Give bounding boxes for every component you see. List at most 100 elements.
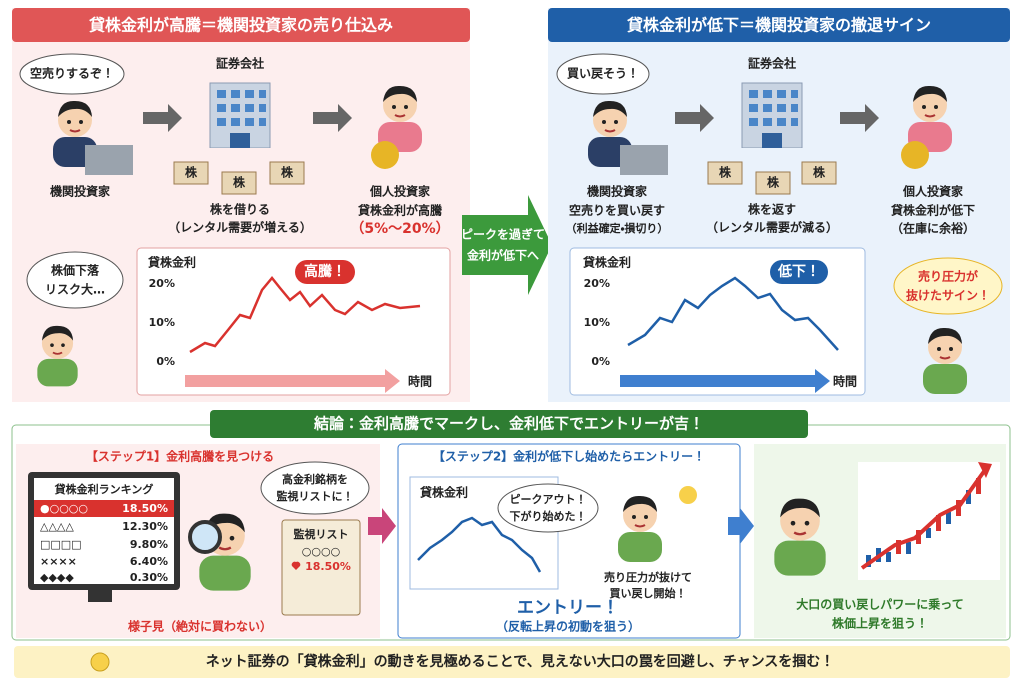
speech-bubble bbox=[260, 461, 370, 515]
speech: 空売りするぞ！ bbox=[30, 66, 114, 81]
bulb bbox=[90, 652, 110, 672]
rate-range: （5%〜20%） bbox=[350, 221, 449, 237]
magnifier bbox=[188, 520, 222, 554]
chart-title: 貸株金利 bbox=[420, 485, 468, 500]
trend-line bbox=[417, 516, 542, 573]
chart-box bbox=[569, 247, 866, 396]
arrow bbox=[143, 104, 182, 132]
tick-label: 10% bbox=[149, 316, 175, 329]
thought-bubble bbox=[893, 257, 1003, 315]
ranking-name: △△△△ bbox=[40, 520, 74, 533]
ranking-highlight bbox=[34, 500, 174, 517]
building-icon bbox=[209, 82, 271, 148]
chart-title: 貸株金利 bbox=[148, 255, 196, 270]
label: （在庫に余裕） bbox=[891, 221, 975, 236]
right-header bbox=[548, 8, 1010, 42]
speech: 下がり始めた！ bbox=[510, 509, 587, 523]
rise-arrow-head bbox=[978, 462, 992, 478]
panel-title: 貸株金利が低下＝機関投資家の撤退サイン bbox=[626, 16, 931, 35]
stock: 株 bbox=[719, 165, 732, 180]
footer-text: ネット証券の「貸株金利」の動きを見極めることで、見えない大口の罠を回避し、チャン… bbox=[206, 653, 835, 670]
label: 証券会社 bbox=[748, 56, 796, 71]
watchlist-title: 監視リスト bbox=[294, 527, 349, 541]
trend-line bbox=[627, 276, 839, 351]
entry-note: （反転上昇の初動を狙う） bbox=[496, 619, 640, 634]
speech-bubble bbox=[19, 53, 125, 95]
arrow-text: 金利が低下へ bbox=[467, 248, 539, 263]
time-arrow bbox=[620, 369, 830, 393]
label: 機関投資家 bbox=[50, 184, 110, 199]
time-arrow bbox=[185, 369, 400, 393]
label: 株を借りる bbox=[210, 202, 270, 217]
heart bbox=[291, 561, 301, 570]
speech-bubble bbox=[497, 483, 599, 533]
building-icon bbox=[741, 82, 803, 148]
tick-label: 20% bbox=[149, 277, 175, 290]
note: 買い戻し開始！ bbox=[610, 586, 687, 600]
arrow-text: ピークを過ぎて bbox=[461, 227, 545, 242]
thought: 売り圧力が bbox=[918, 269, 978, 284]
coin bbox=[901, 141, 929, 169]
speech: 監視リストに！ bbox=[277, 489, 354, 503]
stock-boxes bbox=[707, 161, 837, 195]
chart-title: 貸株金利 bbox=[583, 255, 631, 270]
stock: 株 bbox=[813, 165, 826, 180]
ranking-name: ◆◆◆◆ bbox=[40, 571, 74, 584]
arrow bbox=[840, 104, 879, 132]
stock: 株 bbox=[185, 165, 198, 180]
label: 貸株金利が低下 bbox=[891, 203, 975, 218]
callout-text: 高騰！ bbox=[304, 263, 346, 280]
note: 売り圧力が抜けて bbox=[604, 570, 692, 584]
ranking-rate: 18.50% bbox=[122, 502, 168, 515]
ranking-rate: 0.30% bbox=[130, 571, 168, 584]
stock: 株 bbox=[281, 165, 294, 180]
label: （レンタル需要が増える） bbox=[168, 220, 312, 235]
label: （利益確定・損切り） bbox=[566, 221, 669, 235]
label: 株を返す bbox=[748, 202, 796, 217]
callout bbox=[295, 260, 355, 284]
thought: 株価下落 bbox=[51, 263, 100, 278]
thought: 抜けたサイン！ bbox=[906, 288, 990, 303]
watchlist-rate: 18.50% bbox=[305, 560, 351, 573]
speech: 買い戻そう！ bbox=[567, 66, 639, 81]
ranking-rate: 9.80% bbox=[130, 538, 168, 551]
rise-arrow bbox=[860, 468, 987, 570]
thought: リスク大… bbox=[45, 282, 105, 297]
coin bbox=[371, 141, 399, 169]
watchlist bbox=[281, 519, 361, 616]
ranking-name: ×××× bbox=[40, 555, 77, 568]
entry: エントリー！ bbox=[517, 598, 619, 618]
stock: 株 bbox=[767, 175, 780, 190]
ranking-rate: 6.40% bbox=[130, 555, 168, 568]
ranking-name: ●○○○○ bbox=[40, 502, 88, 515]
ranking-name: □□□□ bbox=[40, 538, 82, 551]
step-caption: 大口の買い戻しパワーに乗って bbox=[796, 597, 963, 612]
transition-arrow bbox=[462, 195, 552, 295]
monitor-stand bbox=[88, 590, 112, 602]
speech-bubble bbox=[556, 53, 650, 95]
label: 空売りを買い戻す bbox=[569, 203, 665, 218]
label: （レンタル需要が減る） bbox=[706, 220, 838, 235]
tick-label: 0% bbox=[591, 355, 610, 368]
step-caption: 様子見（絶対に買わない） bbox=[128, 619, 272, 634]
chart-box bbox=[136, 247, 451, 396]
label: 機関投資家 bbox=[587, 184, 647, 199]
thought-bubble bbox=[26, 251, 124, 309]
tick-label: 0% bbox=[156, 355, 175, 368]
step-arrow bbox=[368, 508, 396, 544]
callout-text: 低下！ bbox=[777, 263, 820, 280]
step-arrow bbox=[728, 508, 754, 544]
label: 個人投資家 bbox=[369, 184, 430, 199]
conclusion: 結論：金利高騰でマークし、金利低下でエントリーが吉！ bbox=[313, 415, 704, 433]
ranking-title: 貸株金利ランキング bbox=[54, 482, 154, 496]
step-title: 【ステップ2】金利が低下し始めたらエントリー！ bbox=[433, 449, 705, 464]
screen bbox=[34, 478, 174, 584]
panel-title: 貸株金利が高騰＝機関投資家の売り仕込み bbox=[88, 16, 393, 35]
step-title: 【ステップ1】金利高騰を見つける bbox=[86, 449, 274, 464]
tick-label: 10% bbox=[584, 316, 610, 329]
ranking-rate: 12.30% bbox=[122, 520, 168, 533]
stock-boxes bbox=[173, 161, 305, 195]
